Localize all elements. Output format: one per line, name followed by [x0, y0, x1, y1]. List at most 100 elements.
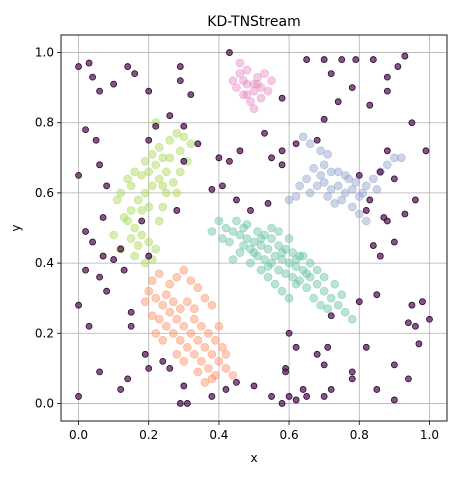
cluster-4-point [190, 350, 199, 359]
outlier-point [264, 200, 272, 207]
cluster-1-point [186, 139, 196, 149]
cluster-3-point [316, 300, 325, 310]
outlier-point [187, 91, 195, 99]
cluster-4-point [200, 343, 210, 352]
outlier-point [390, 175, 398, 183]
cluster-3-point [291, 255, 301, 264]
cluster-3-point [298, 251, 308, 261]
cluster-3-point [242, 234, 252, 243]
outlier-point [394, 63, 402, 70]
cluster-2-point [323, 150, 332, 159]
outlier-point [278, 400, 286, 407]
outlier-point [120, 266, 128, 274]
outlier-point [75, 301, 82, 309]
cluster-1-point [151, 160, 161, 170]
cluster-0-point [242, 90, 252, 99]
cluster-3-point [214, 216, 224, 226]
y-tick-label: 0.6 [35, 186, 54, 200]
cluster-1-point [130, 223, 139, 233]
outlier-point [412, 196, 419, 204]
cluster-3-point [267, 234, 276, 243]
cluster-3-point [323, 304, 332, 314]
outlier-point [419, 298, 426, 306]
cluster-3-point [256, 241, 266, 250]
outlier-point [89, 73, 96, 81]
outlier-point [426, 315, 433, 323]
outlier-point [103, 287, 111, 295]
outlier-point [404, 319, 412, 327]
outlier-point [117, 245, 125, 253]
outlier-point [348, 368, 356, 376]
cluster-1-point [176, 146, 185, 156]
cluster-1-point [154, 174, 164, 184]
cluster-0-point [239, 90, 248, 99]
cluster-0-point [249, 104, 259, 113]
outlier-point [320, 361, 328, 369]
cluster-4-point [197, 321, 206, 331]
cluster-1-point [137, 206, 147, 215]
cluster-3-point [291, 279, 301, 289]
outlier-point [324, 343, 332, 351]
cluster-3-point [295, 251, 304, 261]
outlier-point [89, 238, 96, 246]
cluster-1-point [126, 181, 136, 191]
cluster-1-point [130, 251, 139, 261]
cluster-4-point [186, 328, 196, 338]
cluster-4-point [207, 374, 217, 384]
outlier-point [412, 322, 419, 330]
outlier-point [180, 122, 188, 130]
outlier-point [327, 70, 335, 77]
outlier-point [268, 154, 275, 162]
outlier-point [373, 386, 381, 393]
cluster-0-point [249, 86, 259, 96]
cluster-3-point [235, 248, 245, 257]
cluster-4-point [218, 343, 227, 352]
cluster-2-point [319, 178, 329, 187]
cluster-4-point [193, 335, 203, 345]
cluster-3-point [295, 276, 304, 285]
cluster-3-point [270, 251, 280, 261]
cluster-3-point [256, 265, 266, 275]
cluster-4-point [172, 272, 182, 282]
cluster-4-point [211, 335, 220, 345]
outlier-point [390, 238, 398, 246]
cluster-4-point [165, 279, 175, 289]
outlier-point [348, 375, 356, 383]
outlier-points [75, 49, 433, 407]
cluster-2-point [361, 216, 371, 226]
outlier-point [127, 308, 135, 316]
cluster-3-point [337, 290, 347, 299]
outlier-point [369, 242, 377, 249]
outlier-point [138, 217, 146, 225]
cluster-3-point [312, 279, 322, 289]
outlier-point [268, 393, 275, 400]
cluster-2-point [347, 202, 357, 212]
cluster-2-point [305, 188, 315, 198]
cluster-3-point [242, 220, 252, 229]
outlier-point [383, 147, 391, 155]
cluster-3-point [288, 272, 297, 282]
cluster-3-point [249, 248, 259, 257]
cluster-0-point [246, 97, 255, 106]
outlier-point [75, 63, 82, 70]
outlier-point [82, 228, 89, 235]
outlier-point [127, 322, 135, 330]
cluster-3-point [263, 244, 273, 254]
cluster-1-point [172, 128, 182, 138]
outlier-point [285, 329, 293, 337]
outlier-point [145, 87, 153, 95]
outlier-point [404, 375, 412, 383]
x-tick-label: 0.2 [139, 428, 158, 442]
outlier-point [82, 126, 89, 134]
outlier-point [222, 386, 230, 393]
cluster-2-point [354, 209, 364, 219]
outlier-point [390, 396, 398, 404]
outlier-point [292, 140, 300, 148]
cluster-3-point [284, 234, 294, 243]
outlier-point [313, 136, 321, 144]
cluster-3-point [281, 269, 290, 278]
cluster-1-point [161, 188, 171, 198]
cluster-3-point [347, 314, 357, 324]
outlier-point [92, 136, 100, 144]
cluster-3-point [277, 248, 287, 257]
